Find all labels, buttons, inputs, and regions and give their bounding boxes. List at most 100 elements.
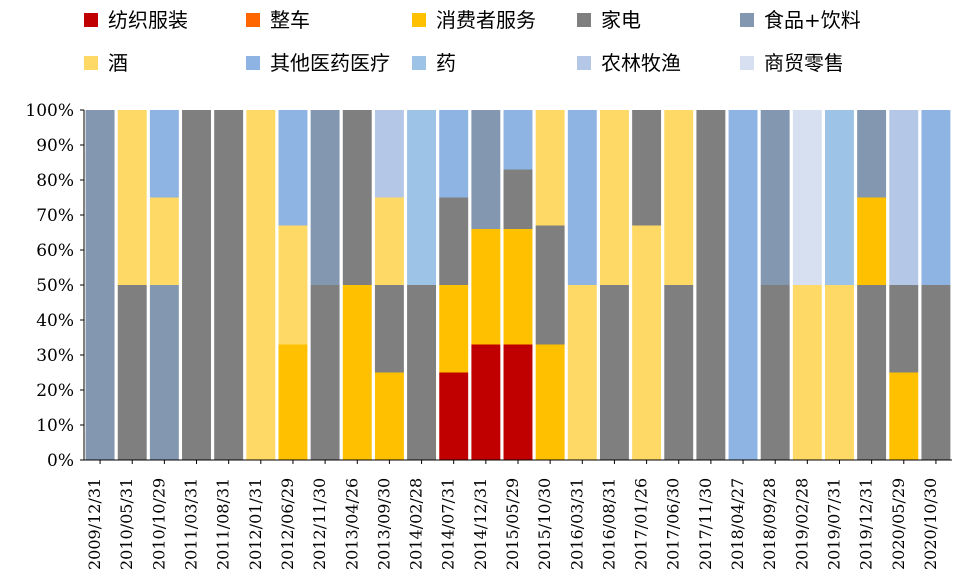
bar-segment	[278, 225, 308, 345]
x-tick-label: 2010/10/29	[149, 478, 168, 570]
x-tick-label: 2014/12/31	[471, 478, 490, 570]
legend-swatch	[577, 13, 591, 27]
x-tick-label: 2020/10/30	[921, 478, 940, 570]
bar-segment	[149, 197, 179, 285]
x-tick-label: 2017/11/30	[696, 478, 715, 570]
bar-segment	[889, 285, 919, 373]
x-tick-label: 2015/05/29	[503, 478, 522, 570]
bar-segment	[728, 110, 758, 460]
y-tick-label: 80%	[36, 171, 74, 191]
y-tick-label: 30%	[36, 346, 74, 366]
x-tick-label: 2010/05/31	[117, 478, 136, 570]
bar-segment	[471, 110, 501, 229]
bar-segment	[535, 344, 565, 460]
legend-label: 消费者服务	[436, 8, 536, 32]
bar-segment	[921, 285, 951, 460]
x-tick-label: 2019/02/28	[792, 478, 811, 570]
x-tick-label: 2009/12/31	[85, 478, 104, 570]
bar-segment	[825, 110, 854, 285]
bar-segment	[599, 110, 629, 285]
x-tick-label: 2014/07/31	[439, 478, 458, 570]
bar-segment	[503, 169, 533, 229]
bar-segment	[857, 285, 887, 460]
legend-label: 酒	[108, 51, 128, 75]
y-tick-label: 20%	[36, 381, 74, 401]
bar-segment	[503, 344, 533, 460]
bar-segment	[374, 285, 404, 373]
bar-segment	[535, 110, 565, 226]
bar-segment	[117, 110, 147, 285]
bar-segment	[921, 110, 951, 285]
legend-swatch	[577, 56, 591, 70]
bar-segment	[632, 110, 662, 226]
axis-layer: 0% 10% 20% 30% 40% 50% 60% 70% 80% 90% 100% 2009/12…	[25, 101, 952, 570]
legend-label: 整车	[270, 8, 310, 32]
bar-segment	[567, 285, 597, 460]
x-tick-label: 2017/01/26	[632, 478, 651, 570]
bar-segment	[310, 110, 340, 285]
bar-segment	[342, 110, 372, 285]
bar-segment	[149, 285, 179, 460]
legend-label: 药	[436, 51, 456, 75]
bar-segment	[278, 344, 308, 460]
legend-label: 商贸零售	[764, 51, 844, 75]
legend-swatch	[246, 56, 260, 70]
bar-segment	[760, 285, 790, 460]
x-tick-label: 2014/02/28	[407, 478, 426, 570]
bar-segment	[407, 110, 437, 285]
legend-label: 纺织服装	[108, 8, 188, 32]
bar-segment	[310, 285, 340, 460]
x-tick-label: 2013/04/26	[342, 478, 361, 570]
x-tick-label: 2016/08/31	[599, 478, 618, 570]
legend-swatch	[412, 13, 426, 27]
bar-segment	[664, 285, 694, 460]
x-tick-label: 2012/11/30	[310, 478, 329, 570]
legend-label: 其他医药医疗	[270, 51, 390, 75]
legend-swatch	[740, 56, 754, 70]
x-tick-label: 2011/08/31	[214, 478, 233, 570]
x-tick-label: 2019/07/31	[824, 478, 843, 570]
bar-segment	[889, 110, 919, 285]
bar-segment	[182, 110, 211, 460]
bar-segment	[503, 229, 533, 345]
bar-segment	[599, 285, 629, 460]
bar-segment	[760, 110, 790, 285]
x-tick-label: 2011/03/31	[182, 478, 201, 570]
x-tick-label: 2015/10/30	[535, 478, 554, 570]
bar-segment	[439, 110, 469, 198]
legend-swatch	[412, 56, 426, 70]
x-tick-label: 2012/01/31	[246, 478, 265, 570]
bar-segment	[632, 225, 662, 460]
x-tick-label: 2019/12/31	[857, 478, 876, 570]
bar-segment	[567, 110, 597, 285]
bar-segment	[85, 110, 115, 460]
x-tick-label: 2016/03/31	[567, 478, 586, 570]
y-tick-label: 40%	[36, 311, 74, 331]
bar-segment	[117, 285, 147, 460]
bar-segment	[889, 372, 919, 460]
x-tick-label: 2020/05/29	[889, 478, 908, 570]
y-tick-label: 50%	[36, 276, 74, 296]
bar-segment	[664, 110, 694, 285]
bar-segment	[439, 197, 469, 285]
y-tick-label: 0%	[47, 451, 74, 471]
bar-segment	[825, 285, 854, 460]
plot-layer	[85, 110, 951, 460]
legend-label: 食品+饮料	[764, 8, 861, 32]
x-tick-label: 2018/09/28	[760, 478, 779, 570]
bar-segment	[439, 285, 469, 373]
x-tick-label: 2013/09/30	[374, 478, 393, 570]
x-tick-label: 2018/04/27	[728, 478, 747, 570]
bar-segment	[503, 110, 533, 170]
legend-swatch	[84, 13, 98, 27]
bar-segment	[471, 229, 501, 345]
bar-segment	[246, 110, 276, 460]
bar-segment	[792, 110, 822, 285]
legend-swatch	[740, 13, 754, 27]
x-tick-label: 2012/06/29	[278, 478, 297, 570]
bar-segment	[342, 285, 372, 460]
y-tick-label: 90%	[36, 136, 74, 156]
legend-swatch	[246, 13, 260, 27]
bar-segment	[149, 110, 179, 198]
